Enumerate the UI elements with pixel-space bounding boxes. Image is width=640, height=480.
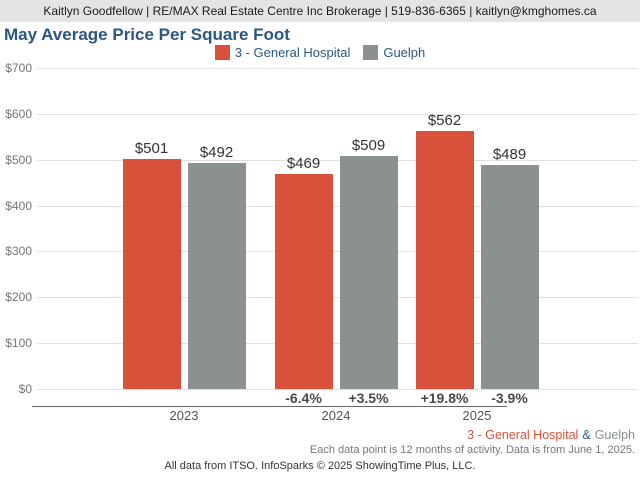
bar-value-label: $492 [199, 144, 234, 162]
bar-guelph-2025 [480, 164, 539, 389]
chart-legend: 3 - General Hospital Guelph [0, 45, 640, 60]
y-axis-label: $100 [5, 336, 32, 351]
y-axis-label: $200 [5, 290, 32, 305]
gridline-$600 [37, 113, 638, 115]
pct-change-label: +19.8% [420, 390, 469, 406]
y-axis-label: $600 [5, 106, 32, 121]
legend-swatch-gray-icon [363, 45, 379, 60]
footer-ampersand: & [582, 428, 591, 442]
gridline-$100 [37, 343, 638, 345]
gridline-$500 [37, 159, 638, 161]
footer-attribution: All data from ITSO. InfoSparks © 2025 Sh… [164, 460, 476, 472]
legend-swatch-red-icon [214, 45, 230, 60]
x-axis-label-2024: 2024 [321, 408, 351, 423]
footer-series-general-hospital: 3 - General Hospital [467, 428, 579, 442]
x-axis-line [32, 406, 507, 407]
footer-note: Each data point is 12 months of activity… [309, 444, 635, 456]
footer-series-guelph: Guelph [594, 428, 635, 442]
bar-3-general-hospital-2024 [274, 173, 333, 389]
y-axis-label: $0 [18, 382, 32, 396]
pct-change-label: +3.5% [348, 390, 389, 406]
legend-label-general-hospital: 3 - General Hospital [234, 45, 351, 60]
y-axis-label: $300 [5, 244, 32, 259]
bar-value-label: $489 [492, 145, 527, 163]
bar-value-label: $469 [286, 154, 321, 172]
bar-value-label: $509 [351, 136, 386, 154]
gridline-$200 [37, 297, 638, 299]
bar-value-label: $501 [134, 140, 169, 158]
x-axis-label-2023: 2023 [169, 408, 199, 423]
header-contact-text: Kaitlyn Goodfellow | RE/MAX Real Estate … [43, 4, 597, 18]
gridline-$0 [37, 389, 638, 390]
bar-3-general-hospital-2023 [122, 159, 181, 389]
legend-item-guelph: Guelph [363, 45, 425, 60]
x-axis-label-2025: 2025 [462, 408, 492, 423]
gridline-$300 [37, 251, 638, 253]
y-axis-label: $700 [5, 61, 32, 75]
gridline-$400 [37, 205, 638, 207]
page-title: May Average Price Per Square Foot [4, 25, 290, 44]
bar-guelph-2023 [187, 163, 246, 389]
header-bar: Kaitlyn Goodfellow | RE/MAX Real Estate … [0, 0, 640, 22]
bar-3-general-hospital-2025 [415, 131, 474, 389]
gridline-$700 [37, 68, 638, 69]
legend-label-guelph: Guelph [383, 45, 426, 60]
y-axis-label: $400 [5, 198, 32, 213]
footer-series-line: 3 - General Hospital & Guelph [467, 428, 635, 442]
legend-item-general-hospital: 3 - General Hospital [214, 45, 351, 60]
pct-change-label: -3.9% [491, 390, 528, 406]
bar-guelph-2024 [339, 155, 398, 389]
bar-value-label: $562 [427, 112, 462, 130]
y-axis-label: $500 [5, 152, 32, 167]
pct-change-label: -6.4% [285, 390, 322, 406]
